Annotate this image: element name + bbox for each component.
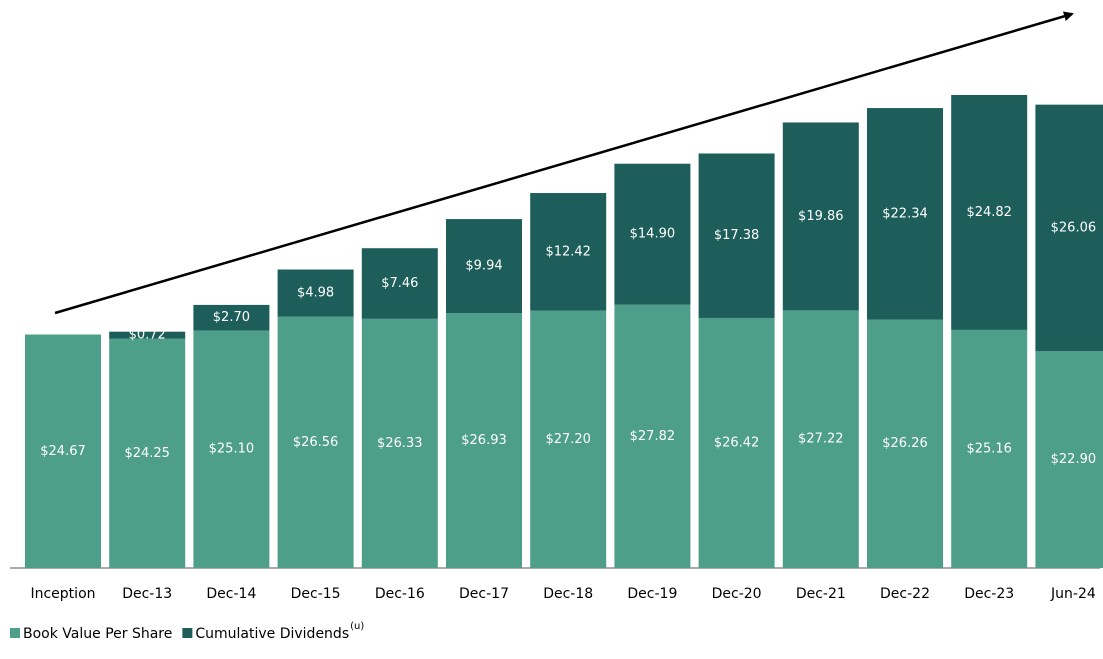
value-label: $25.10 bbox=[209, 442, 255, 457]
bar-segment bbox=[530, 193, 607, 311]
value-label: $27.82 bbox=[630, 429, 676, 444]
legend-label: Cumulative Dividends bbox=[195, 626, 349, 642]
bar-segment bbox=[951, 95, 1028, 330]
legend-swatch bbox=[10, 628, 20, 638]
bar-segment bbox=[782, 122, 859, 311]
bar-segment bbox=[193, 304, 270, 331]
value-label: $25.16 bbox=[966, 441, 1012, 456]
value-label: $27.22 bbox=[798, 432, 844, 447]
bar-segment bbox=[277, 269, 354, 317]
x-tick-label: Dec-15 bbox=[291, 586, 341, 602]
bar-segment bbox=[109, 331, 186, 339]
value-label: $26.26 bbox=[882, 436, 928, 451]
value-label: $24.67 bbox=[40, 444, 86, 459]
value-label: $26.06 bbox=[1051, 220, 1097, 235]
bar-segment bbox=[867, 319, 943, 568]
x-tick-label: Dec-22 bbox=[880, 586, 930, 602]
bar-segment bbox=[361, 318, 438, 568]
x-tick-label: Dec-18 bbox=[543, 586, 593, 602]
value-label: $4.98 bbox=[297, 286, 334, 301]
value-label: $24.82 bbox=[966, 205, 1012, 220]
bar-segment bbox=[698, 317, 775, 568]
bar-segment bbox=[109, 338, 186, 568]
trend-arrow bbox=[54, 11, 1074, 315]
value-label: $26.56 bbox=[293, 435, 339, 450]
bar-segment bbox=[361, 248, 438, 319]
value-label: $26.33 bbox=[377, 436, 423, 451]
x-tick-label: Dec-21 bbox=[796, 586, 846, 602]
bar-segment bbox=[1035, 104, 1103, 352]
bar-segment bbox=[446, 313, 522, 568]
bar-segment bbox=[530, 310, 607, 568]
value-label: $26.93 bbox=[461, 433, 507, 448]
x-tick-label: Dec-17 bbox=[459, 586, 509, 602]
x-tick-label: Dec-13 bbox=[122, 586, 172, 602]
legend-superscript: (u) bbox=[350, 621, 364, 632]
bar-segment bbox=[1035, 351, 1103, 568]
x-tick-label: Dec-23 bbox=[964, 586, 1014, 602]
value-label: $14.90 bbox=[630, 227, 676, 242]
x-tick-label: Jun-24 bbox=[1050, 586, 1096, 602]
value-label: $9.94 bbox=[465, 259, 502, 274]
bar-segment bbox=[446, 219, 522, 314]
value-label: $12.42 bbox=[545, 244, 591, 259]
bar-segment bbox=[614, 163, 691, 305]
value-label: $22.90 bbox=[1051, 452, 1097, 467]
value-label: $2.70 bbox=[213, 310, 250, 325]
bar-segment bbox=[867, 108, 943, 320]
value-label: $19.86 bbox=[798, 209, 844, 224]
bar-segment bbox=[698, 153, 775, 318]
value-label: $0.72 bbox=[129, 328, 166, 343]
x-tick-label: Dec-19 bbox=[627, 586, 677, 602]
x-tick-label: Inception bbox=[30, 586, 95, 602]
value-label: $26.42 bbox=[714, 435, 760, 450]
legend-label: Book Value Per Share bbox=[23, 626, 172, 642]
legend-swatch bbox=[182, 628, 193, 638]
bar-segment bbox=[277, 316, 354, 568]
value-label: $27.20 bbox=[545, 432, 591, 447]
bar-segment bbox=[193, 330, 270, 568]
value-label: $24.25 bbox=[124, 446, 170, 461]
bar-segment bbox=[25, 334, 101, 568]
value-label: $7.46 bbox=[381, 276, 418, 291]
value-label: $17.38 bbox=[714, 228, 760, 243]
bar-segment bbox=[951, 329, 1028, 568]
x-tick-label: Dec-20 bbox=[712, 586, 762, 602]
x-tick-label: Dec-16 bbox=[375, 586, 425, 602]
bar-segment bbox=[782, 310, 859, 568]
x-tick-label: Dec-14 bbox=[206, 586, 256, 602]
bar-segment bbox=[614, 304, 691, 568]
value-label: $22.34 bbox=[882, 206, 928, 221]
